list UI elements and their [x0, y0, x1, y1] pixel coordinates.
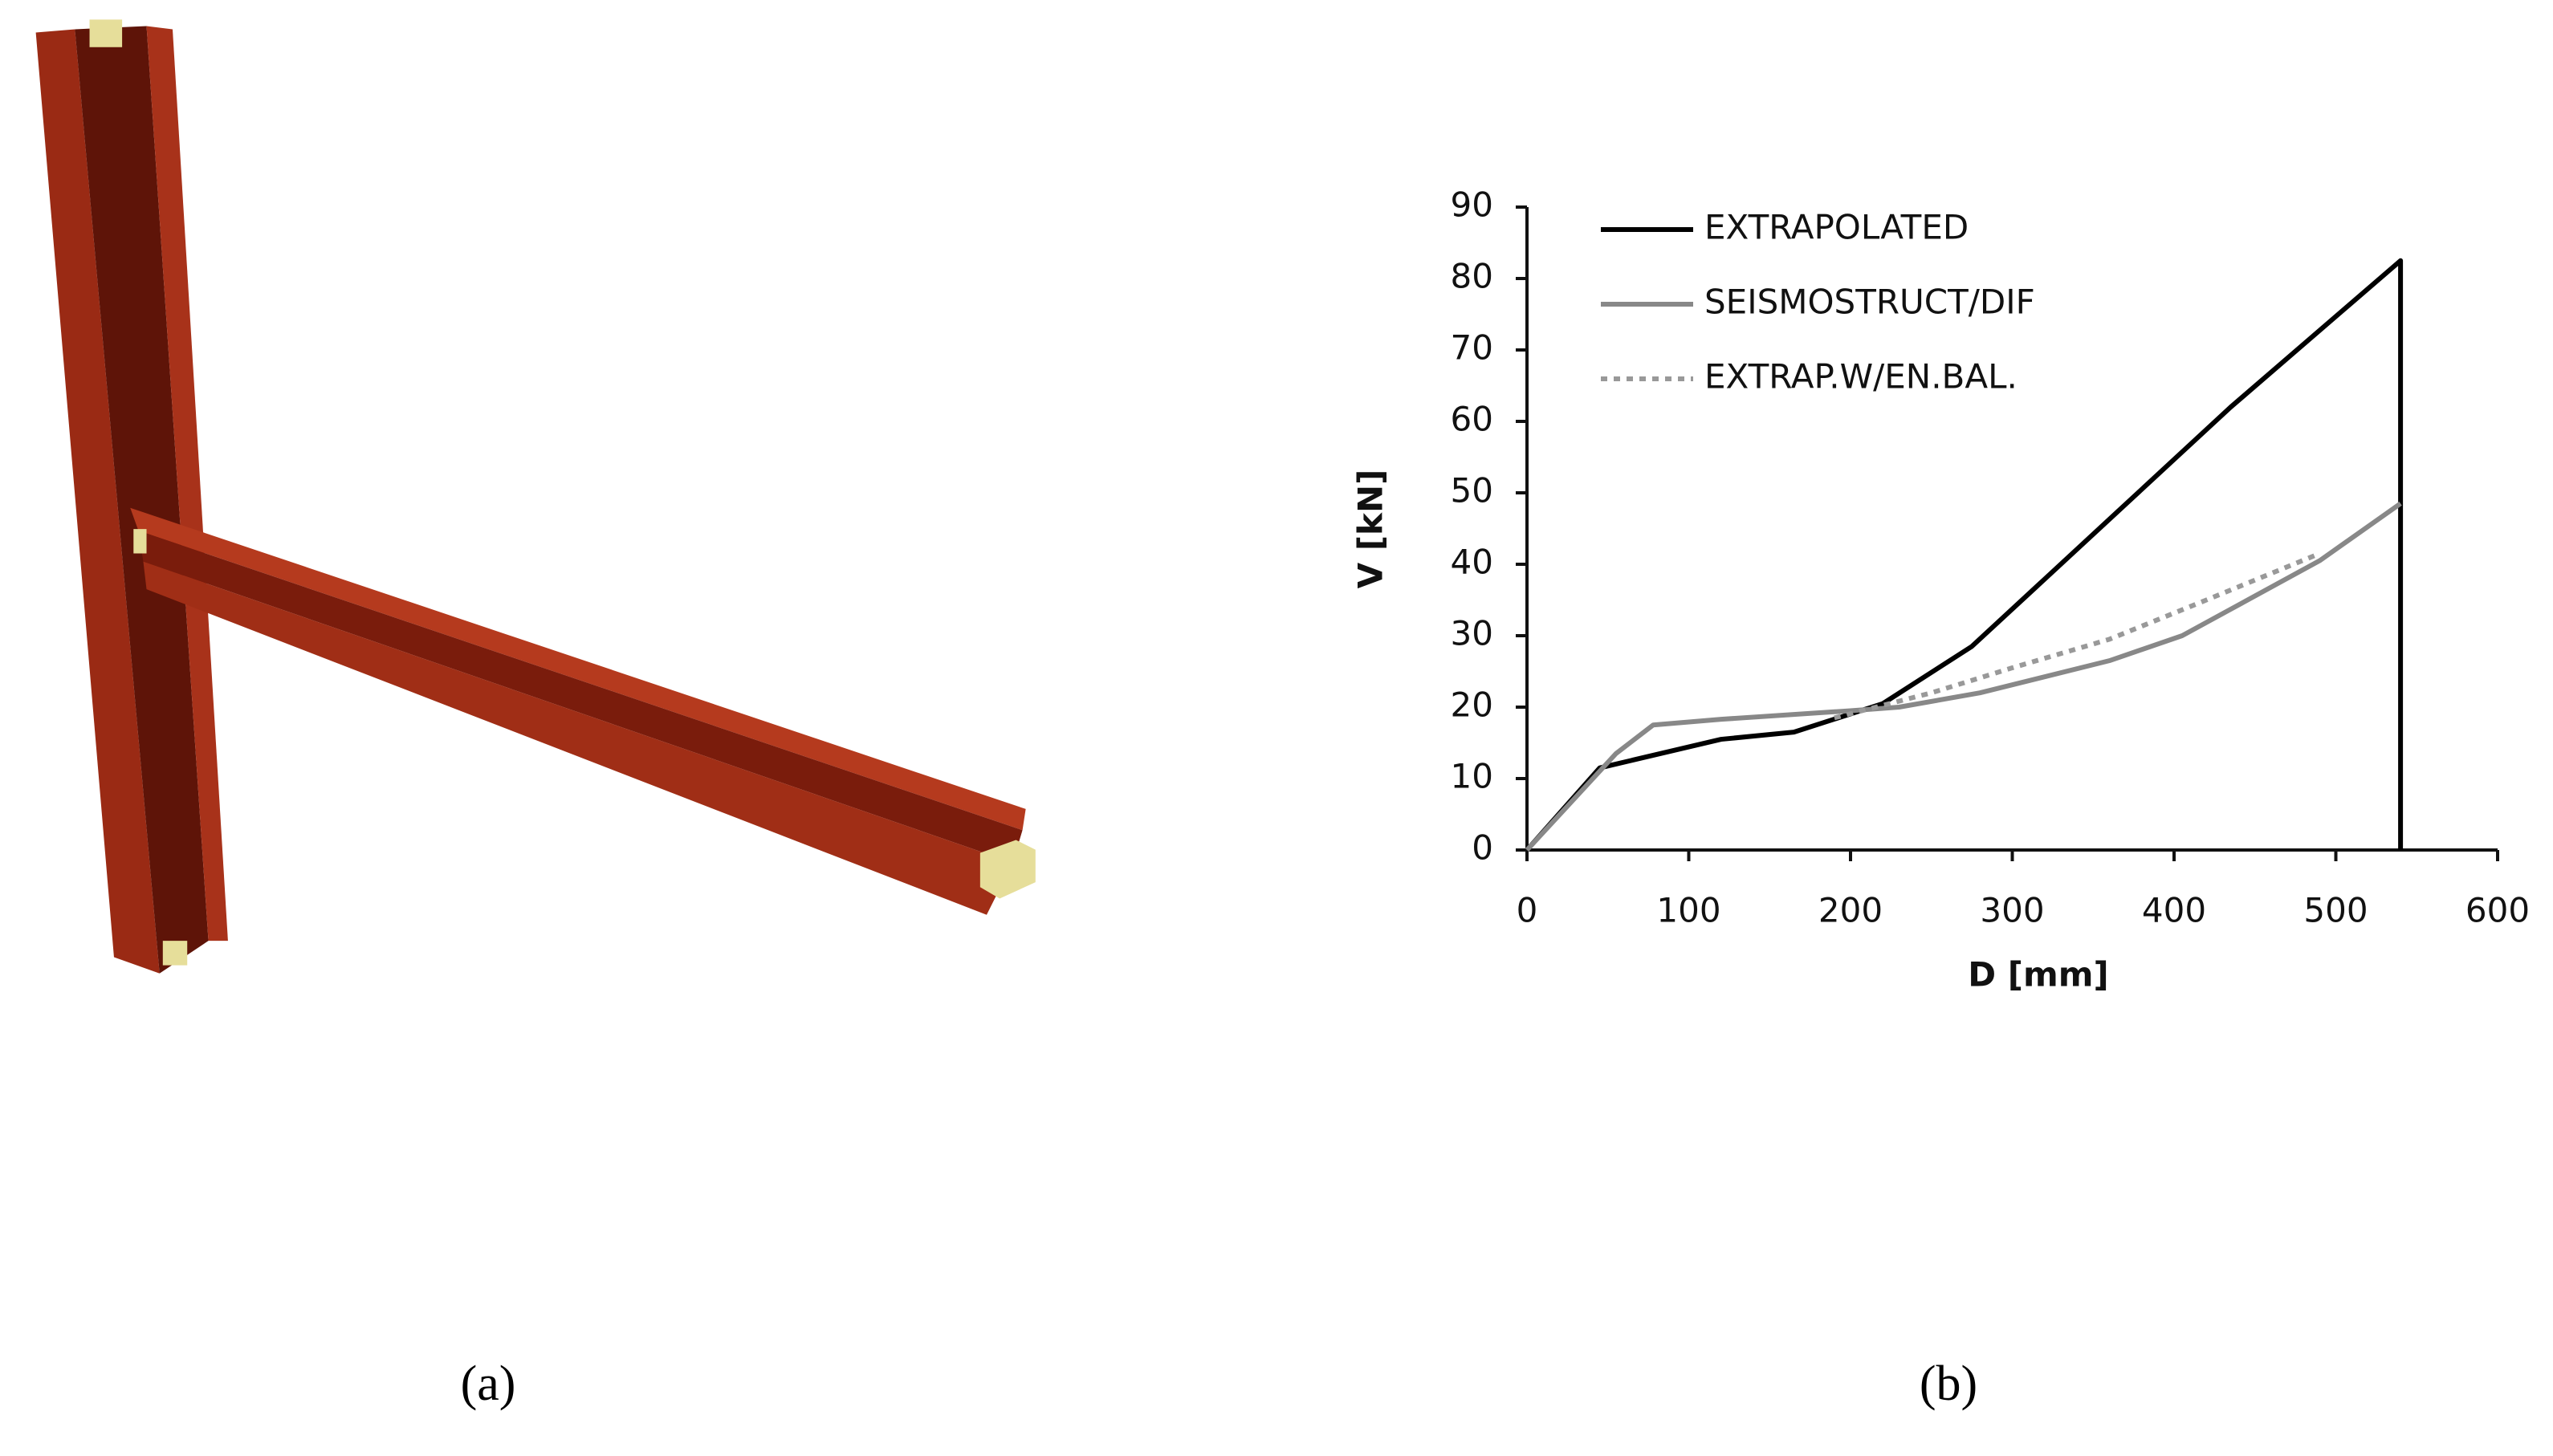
- x-tick-label: 0: [1517, 891, 1538, 930]
- support: [162, 941, 188, 966]
- panel-caption: (b): [1920, 1356, 1977, 1411]
- column-web: [75, 26, 209, 974]
- beam-top-flange: [130, 507, 1026, 831]
- legend-label: EXTRAP.W/EN.BAL.: [1704, 357, 2018, 397]
- support: [979, 840, 1036, 899]
- panel-caption: (a): [461, 1356, 516, 1411]
- steel-render: [35, 19, 1036, 974]
- chart: D [mm] V [kN] 0 10 20 30 40 50 60 70 80 90 0 100 200…: [1351, 185, 2531, 994]
- beam-bottom-flange: [143, 561, 1013, 915]
- series-line: [1525, 258, 2404, 852]
- series-line: [1525, 501, 2402, 852]
- y-tick-label: 70: [1451, 328, 1493, 368]
- column-flange: [146, 26, 228, 942]
- y-tick-label: 80: [1451, 257, 1493, 296]
- support: [89, 19, 123, 47]
- x-tick-label: 100: [1656, 891, 1720, 930]
- y-tick-label: 20: [1451, 685, 1493, 725]
- x-tick-label: 500: [2303, 891, 2368, 930]
- y-tick-label: 0: [1472, 828, 1493, 868]
- y-tick-label: 30: [1451, 614, 1493, 653]
- legend-label: EXTRAPOLATED: [1704, 208, 1969, 247]
- x-tick-label: 400: [2142, 891, 2206, 930]
- support: [133, 529, 147, 554]
- series-line: [1834, 551, 2321, 721]
- x-tick-label: 200: [1818, 891, 1883, 930]
- y-tick-label: 90: [1451, 185, 1493, 225]
- y-tick-label: 40: [1451, 543, 1493, 582]
- beam-web: [138, 531, 1023, 863]
- x-tick-label: 600: [2465, 891, 2530, 930]
- x-axis-label: D [mm]: [1968, 955, 2108, 994]
- column-flange: [35, 29, 160, 974]
- y-tick-label: 50: [1451, 471, 1493, 510]
- legend-label: SEISMOSTRUCT/DIF: [1704, 283, 2035, 322]
- x-tick-label: 300: [1980, 891, 2044, 930]
- y-tick-label: 10: [1451, 757, 1493, 796]
- y-tick-label: 60: [1451, 400, 1493, 439]
- y-axis-label: V [kN]: [1351, 470, 1391, 589]
